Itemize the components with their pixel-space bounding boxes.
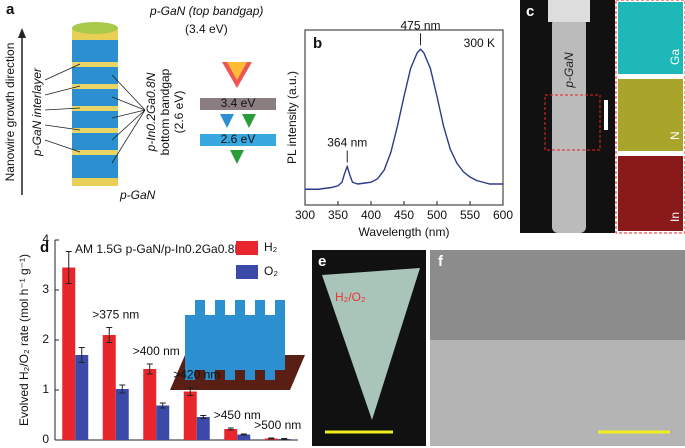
inset (170, 300, 305, 390)
label: bottom bandgap (158, 68, 172, 155)
scale-bar (604, 100, 608, 130)
category-label: >400 nm (133, 344, 180, 358)
nanowire-image (548, 0, 590, 22)
selection-box (544, 94, 601, 151)
label: H₂/O₂ (335, 290, 366, 304)
bar (102, 335, 116, 440)
error-bar (146, 363, 153, 375)
label: (2.6 eV) (172, 91, 186, 134)
panel-f: f (430, 250, 685, 446)
band-top (200, 98, 276, 110)
y-tick-label: 0 (42, 432, 49, 446)
panel-label: d (40, 239, 49, 256)
x-tick-label: 550 (460, 208, 480, 222)
panel-label: a (6, 1, 15, 18)
category-label: >450 nm (214, 408, 261, 422)
error-bar (268, 437, 275, 440)
arrow-blue (220, 114, 234, 128)
axis-note: Nanowire growth direction (3, 43, 17, 182)
nanowire-top (72, 22, 118, 34)
category-label: >375 nm (92, 308, 139, 322)
label: (3.4 eV) (185, 22, 228, 36)
legend-swatch (236, 241, 258, 255)
band-bottom (200, 134, 276, 146)
category-label: >500 nm (254, 418, 301, 432)
legend-label: H₂ (264, 240, 278, 254)
x-tick-label: 350 (328, 208, 348, 222)
error-bar (106, 327, 113, 343)
chart-title: AM 1.5G p-GaN/p-In0.2Ga0.8N (75, 242, 243, 256)
pointer-lines (44, 63, 146, 164)
map-ga (618, 2, 683, 74)
annotation: 475 nm (400, 18, 440, 32)
x-tick-label: 500 (427, 208, 447, 222)
y-tick-label: 2 (42, 332, 49, 346)
interlayers (72, 62, 118, 155)
label: p-GaN (119, 188, 156, 202)
x-tick-label: 400 (361, 208, 381, 222)
error-bar (119, 384, 126, 394)
error-bar (281, 438, 288, 440)
label: In (668, 212, 682, 222)
bar (183, 391, 197, 440)
error-bar (159, 402, 166, 409)
bar (115, 389, 129, 440)
label: N (668, 131, 682, 140)
legend-swatch (236, 265, 258, 279)
x-tick-label: 600 (493, 208, 513, 222)
error-bar (187, 387, 194, 396)
panel-label: c (526, 3, 534, 20)
error-bar (227, 427, 234, 431)
map-n (618, 79, 683, 151)
nanowires (185, 300, 285, 380)
panel-label: f (438, 253, 444, 270)
label: p-GaN (562, 52, 576, 89)
legend-label: O₂ (264, 264, 278, 278)
x-tick-label: 450 (394, 208, 414, 222)
error-bar (200, 415, 207, 419)
error-bar (78, 347, 85, 363)
nanowire-image (552, 18, 586, 233)
band-label: 3.4 eV (221, 96, 256, 110)
x-tick-label: 300 (295, 208, 315, 222)
y-axis-label: Evolved H₂/O₂ rate (mol h⁻¹ g⁻¹) (17, 254, 31, 426)
label: p-GaN interlayer (30, 67, 44, 157)
bar (237, 434, 251, 440)
panel-label: e (318, 253, 326, 270)
arrow-green (230, 150, 244, 164)
annotation: 300 K (464, 36, 495, 50)
error-bar (240, 433, 247, 436)
annotation: 364 nm (327, 136, 367, 150)
bar (62, 267, 76, 440)
bar (143, 369, 157, 440)
error-bar (65, 251, 72, 284)
label: p-GaN (top bandgap) (149, 4, 263, 18)
map-box (615, 0, 685, 234)
map-in (618, 156, 683, 231)
bar (196, 417, 210, 440)
band-label: 2.6 eV (221, 132, 256, 146)
panel-c: c p-GaN Ga N In (520, 0, 685, 234)
y-tick-label: 3 (42, 282, 49, 296)
label: Ga (668, 49, 682, 65)
panel-e: e H₂/O₂ (312, 250, 426, 446)
sample (322, 268, 420, 420)
x-axis-label: Wavelength (nm) (359, 225, 450, 239)
category-label: >420 nm (173, 368, 220, 382)
image-texture (430, 340, 685, 446)
bar (224, 429, 238, 440)
panel-a: a Nanowire growth direction p-GaN interl… (3, 1, 276, 202)
y-tick-label: 1 (42, 382, 49, 396)
bar (156, 405, 170, 440)
label: p-In0.2Ga0.8N (144, 72, 158, 152)
arrow-green (242, 114, 256, 128)
y-axis-label: PL intensity (a.u.) (285, 71, 299, 164)
spectrum (227, 62, 247, 80)
arrowhead (18, 28, 26, 38)
y-tick-label: 4 (42, 232, 49, 246)
bar (75, 355, 89, 440)
line-series (305, 48, 503, 190)
panel-label: b (313, 35, 322, 52)
